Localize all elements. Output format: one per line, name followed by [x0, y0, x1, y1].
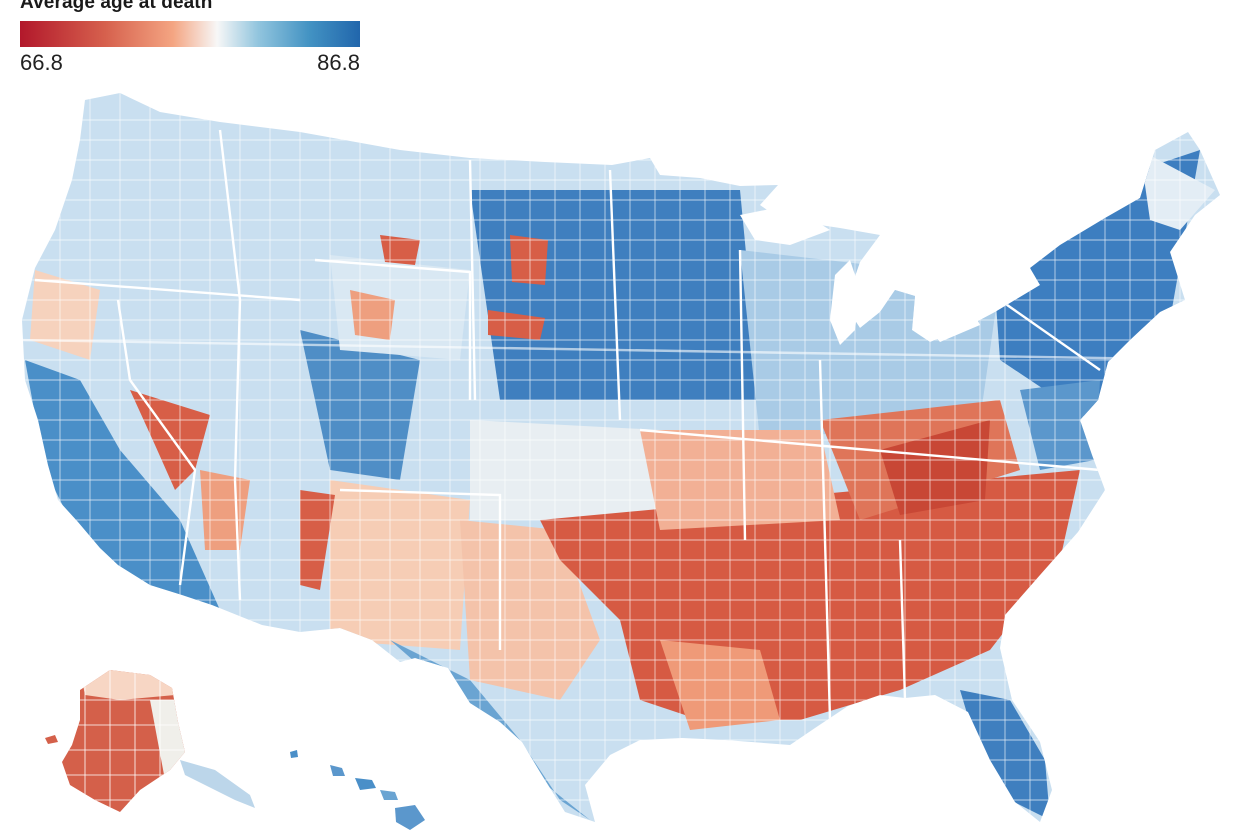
legend-min-label: 66.8	[20, 50, 63, 75]
alaska	[62, 670, 185, 812]
lake-michigan	[830, 260, 860, 345]
legend-color-bar	[20, 21, 360, 47]
legend-title: Average age at death	[20, 0, 213, 13]
legend-max-label: 86.8	[317, 50, 360, 75]
lake-superior	[740, 205, 830, 245]
hawaii	[290, 750, 425, 830]
alaska-islands	[45, 735, 58, 744]
lake-erie	[930, 315, 980, 342]
alaska-aleutians	[180, 760, 255, 808]
contiguous-us	[22, 93, 1220, 822]
